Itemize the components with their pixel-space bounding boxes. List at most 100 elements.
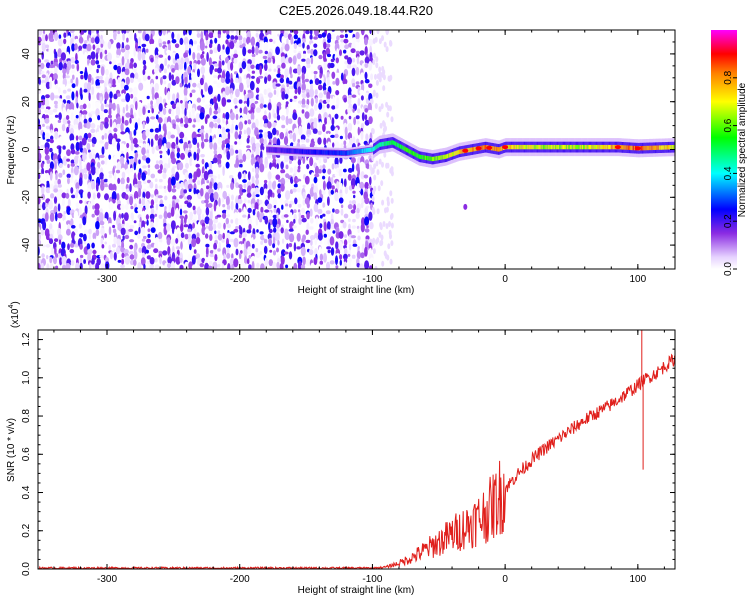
noise-cell (154, 258, 158, 263)
noise-cell (45, 94, 50, 99)
noise-cell (138, 133, 142, 138)
noise-cell (170, 206, 175, 217)
noise-cell (315, 216, 319, 226)
ridge-core (324, 150, 326, 155)
noise-cell (100, 237, 104, 245)
noise-cell (130, 72, 135, 80)
ridge-core (392, 140, 394, 145)
noise-cell (88, 117, 92, 123)
ridge-core (341, 150, 343, 156)
noise-cell (357, 228, 360, 233)
noise-cell (147, 179, 151, 184)
noise-cell (251, 142, 257, 153)
noise-cell (107, 41, 112, 50)
noise-cell (318, 102, 323, 110)
y-tick-label: 0.2 (21, 523, 32, 537)
noise-cell (301, 217, 307, 223)
noise-cell (49, 116, 54, 120)
noise-cell (122, 235, 125, 241)
noise-cell (74, 151, 80, 155)
noise-cell (183, 86, 188, 97)
noise-cell (75, 202, 80, 209)
noise-cell (62, 117, 68, 125)
noise-cell (376, 237, 380, 243)
noise-cell (173, 184, 176, 189)
noise-cell (209, 250, 214, 254)
ridge-core (385, 141, 387, 146)
noise-cell (364, 79, 370, 84)
noise-cell (180, 241, 183, 250)
noise-cell (133, 190, 139, 201)
ridge-hotspot (475, 146, 482, 151)
noise-cell (72, 74, 75, 80)
noise-cell (189, 156, 193, 167)
noise-cell (221, 97, 227, 107)
noise-cell (255, 146, 260, 157)
ridge-core (492, 146, 495, 151)
noise-cell (325, 210, 331, 215)
noise-cell (201, 257, 206, 264)
ridge-core (604, 144, 606, 150)
noise-cell (251, 175, 255, 186)
noise-cell (154, 178, 158, 182)
noise-cell (90, 59, 96, 66)
noise-cell (373, 163, 377, 170)
noise-cell (300, 134, 306, 141)
noise-cell (347, 57, 352, 65)
noise-cell (246, 36, 251, 45)
noise-cell (213, 191, 219, 201)
noise-cell (255, 178, 259, 186)
noise-cell (62, 84, 66, 88)
noise-cell (168, 157, 172, 164)
noise-cell (84, 51, 88, 62)
noise-cell (130, 107, 134, 117)
noise-cell (365, 163, 370, 170)
ridge-core (417, 153, 419, 159)
noise-cell (217, 136, 223, 145)
ridge-core (347, 150, 349, 156)
noise-cell (389, 214, 393, 220)
noise-cell (99, 79, 105, 84)
noise-cell (347, 158, 351, 163)
ridge-core (650, 145, 652, 151)
noise-cell (180, 100, 183, 104)
noise-cell (117, 223, 123, 232)
noise-cell (117, 77, 121, 84)
noise-cell (79, 147, 84, 153)
noise-cell (78, 164, 83, 170)
ridge-core (531, 144, 533, 150)
noise-cell (284, 232, 290, 241)
x-tick-label: -100 (362, 574, 382, 585)
noise-cell (49, 228, 55, 236)
noise-cell (355, 50, 360, 55)
ridge-core (658, 145, 660, 150)
noise-cell (227, 263, 231, 269)
noise-cell (147, 233, 151, 238)
noise-cell (132, 137, 138, 145)
noise-cell (95, 182, 99, 192)
noise-cell (158, 123, 162, 132)
noise-cell (347, 87, 352, 98)
noise-cell (348, 30, 354, 33)
noise-cell (331, 185, 335, 190)
ridge-core (484, 145, 486, 150)
noise-cell (166, 237, 171, 246)
noise-cell (90, 37, 95, 44)
noise-cell (301, 118, 306, 128)
noise-cell (66, 158, 70, 162)
ridge-core (451, 152, 453, 157)
ridge-core (332, 150, 334, 155)
noise-cell (297, 165, 301, 170)
noise-cell (187, 228, 192, 233)
noise-cell (121, 98, 126, 103)
ridge-core (474, 146, 476, 152)
noise-cell (209, 107, 212, 116)
noise-cell (154, 153, 160, 158)
noise-cell (386, 254, 390, 261)
noise-cell (368, 116, 373, 125)
noise-cell (323, 221, 327, 232)
ridge-core (302, 149, 304, 154)
noise-cell (301, 104, 306, 108)
noise-cell (133, 86, 138, 97)
noise-cell (196, 44, 201, 52)
